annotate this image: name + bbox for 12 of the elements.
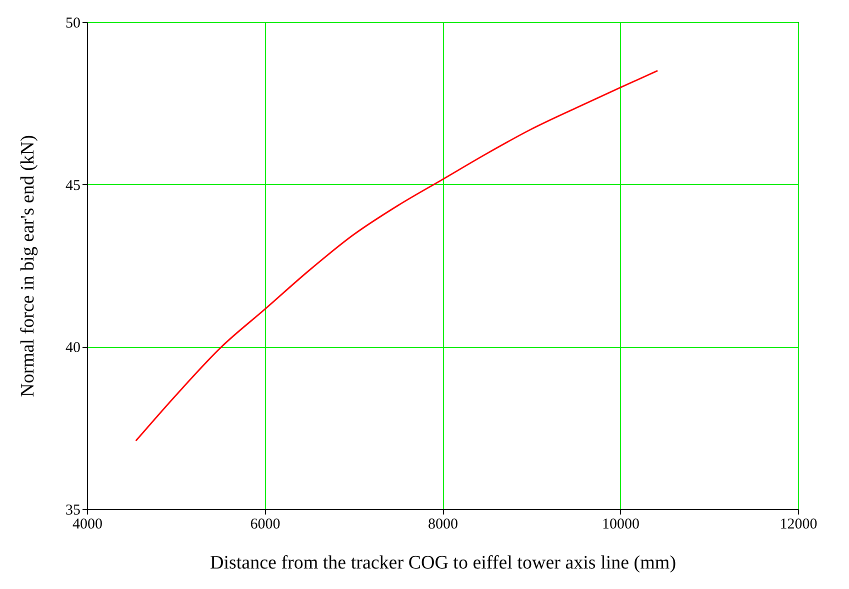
line-series [135,70,658,442]
x-tick-label: 12000 [780,516,818,532]
x-tick-label: 8000 [428,516,458,532]
x-tick-label: 4000 [72,516,102,532]
x-tick-label: 6000 [250,516,280,532]
y-tick-label: 40 [66,340,80,356]
y-tick-label: 35 [66,502,80,518]
x-tick-label: 10000 [602,516,640,532]
y-tick-label: 45 [66,178,80,194]
y-axis-title: Normal force in big ear's end (kN) [18,135,38,397]
x-axis-title: Distance from the tracker COG to eiffel tower axis line (mm) [210,552,676,574]
y-tick-label: 50 [66,16,80,32]
